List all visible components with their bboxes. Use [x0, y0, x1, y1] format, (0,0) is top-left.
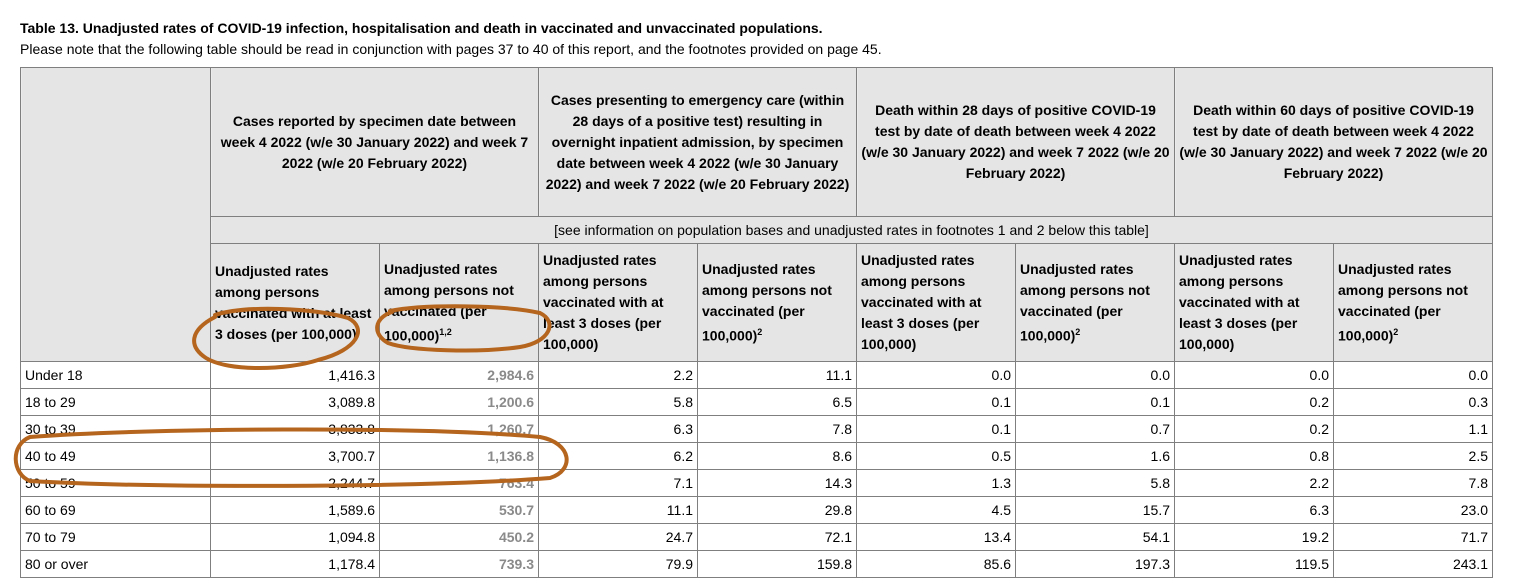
rates-table: Cases reported by specimen date between …: [20, 67, 1493, 578]
value-cell: 2.2: [1174, 469, 1334, 497]
value-cell: 6.5: [697, 388, 857, 416]
age-group-cell: 80 or over: [20, 550, 211, 578]
value-cell: 530.7: [379, 496, 539, 524]
value-cell: 4.5: [856, 496, 1016, 524]
value-cell: 3,089.8: [210, 388, 380, 416]
value-cell: 24.7: [538, 523, 698, 551]
value-cell: 11.1: [697, 361, 857, 389]
value-cell: 1,589.6: [210, 496, 380, 524]
value-cell: 763.4: [379, 469, 539, 497]
table-row: 60 to 69 1,589.6 530.7 11.1 29.8 4.5 15.7 6.3 23…: [20, 496, 1493, 524]
value-cell: 14.3: [697, 469, 857, 497]
age-group-cell: 70 to 79: [20, 523, 211, 551]
value-cell: 0.0: [856, 361, 1016, 389]
value-cell: 739.3: [379, 550, 539, 578]
table-row: 80 or over 1,178.4 739.3 79.9 159.8 85.6 197.3…: [20, 550, 1493, 578]
value-cell: 19.2: [1174, 523, 1334, 551]
value-cell: 85.6: [856, 550, 1016, 578]
value-cell: 0.2: [1174, 415, 1334, 443]
value-cell: 1.6: [1015, 442, 1175, 470]
value-cell: 2.2: [538, 361, 698, 389]
table-row: 70 to 79 1,094.8 450.2 24.7 72.1 13.4 54.1 19.2…: [20, 523, 1493, 551]
table-row: Under 18 1,416.3 2,984.6 2.2 11.1 0.0 0.0 0.0 0.…: [20, 361, 1493, 389]
table-row: 30 to 39 3,833.8 1,260.7 6.3 7.8 0.1 0.7 0.2 1.1: [20, 415, 1493, 443]
age-group-cell: 60 to 69: [20, 496, 211, 524]
value-cell: 243.1: [1333, 550, 1493, 578]
value-cell: 6.2: [538, 442, 698, 470]
subheader-vaccinated: Unadjusted rates among persons vaccinate…: [538, 243, 698, 362]
subheader-unvaccinated: Unadjusted rates among persons not vacci…: [1015, 243, 1175, 362]
value-cell: 0.5: [856, 442, 1016, 470]
age-group-cell: 40 to 49: [20, 442, 211, 470]
value-cell: 71.7: [1333, 523, 1493, 551]
corner-cell: [20, 67, 211, 362]
subheader-unvaccinated: Unadjusted rates among persons not vacci…: [1333, 243, 1493, 362]
value-cell: 0.0: [1333, 361, 1493, 389]
value-cell: 6.3: [538, 415, 698, 443]
group-header-death-28: Death within 28 days of positive COVID-1…: [856, 67, 1175, 217]
value-cell: 2,984.6: [379, 361, 539, 389]
value-cell: 1,416.3: [210, 361, 380, 389]
group-header-death-60: Death within 60 days of positive COVID-1…: [1174, 67, 1493, 217]
value-cell: 1,178.4: [210, 550, 380, 578]
group-header-hospital: Cases presenting to emergency care (with…: [538, 67, 857, 217]
value-cell: 5.8: [1015, 469, 1175, 497]
value-cell: 7.1: [538, 469, 698, 497]
table-note: Please note that the following table sho…: [20, 41, 882, 57]
age-group-cell: 30 to 39: [20, 415, 211, 443]
age-group-cell: Under 18: [20, 361, 211, 389]
value-cell: 119.5: [1174, 550, 1334, 578]
value-cell: 7.8: [1333, 469, 1493, 497]
value-cell: 0.0: [1015, 361, 1175, 389]
group-header-cases: Cases reported by specimen date between …: [210, 67, 539, 217]
value-cell: 197.3: [1015, 550, 1175, 578]
value-cell: 8.6: [697, 442, 857, 470]
value-cell: 1,094.8: [210, 523, 380, 551]
value-cell: 11.1: [538, 496, 698, 524]
value-cell: 0.0: [1174, 361, 1334, 389]
value-cell: 1.3: [856, 469, 1016, 497]
value-cell: 7.8: [697, 415, 857, 443]
value-cell: 1,260.7: [379, 415, 539, 443]
subheader-unvaccinated: Unadjusted rates among persons not vacci…: [697, 243, 857, 362]
population-note: [see information on population bases and…: [210, 216, 1493, 244]
value-cell: 72.1: [697, 523, 857, 551]
value-cell: 3,700.7: [210, 442, 380, 470]
value-cell: 0.3: [1333, 388, 1493, 416]
value-cell: 54.1: [1015, 523, 1175, 551]
value-cell: 0.8: [1174, 442, 1334, 470]
subheader-unvaccinated: Unadjusted rates among persons not vacci…: [379, 243, 539, 362]
subheader-vaccinated: Unadjusted rates among persons vaccinate…: [1174, 243, 1334, 362]
value-cell: 1,200.6: [379, 388, 539, 416]
table-row: 40 to 49 3,700.7 1,136.8 6.2 8.6 0.5 1.6 0.8 2.5: [20, 442, 1493, 470]
table-title: Table 13. Unadjusted rates of COVID-19 i…: [20, 20, 823, 36]
subheader-vaccinated: Unadjusted rates among persons vaccinate…: [856, 243, 1016, 362]
value-cell: 3,833.8: [210, 415, 380, 443]
age-group-cell: 50 to 59: [20, 469, 211, 497]
value-cell: 159.8: [697, 550, 857, 578]
value-cell: 2.5: [1333, 442, 1493, 470]
value-cell: 6.3: [1174, 496, 1334, 524]
value-cell: 2,244.7: [210, 469, 380, 497]
table-row: 18 to 29 3,089.8 1,200.6 5.8 6.5 0.1 0.1 0.2 0.3: [20, 388, 1493, 416]
value-cell: 0.7: [1015, 415, 1175, 443]
value-cell: 1.1: [1333, 415, 1493, 443]
value-cell: 450.2: [379, 523, 539, 551]
value-cell: 15.7: [1015, 496, 1175, 524]
age-group-cell: 18 to 29: [20, 388, 211, 416]
subheader-vaccinated: Unadjusted rates among persons vaccinate…: [210, 243, 380, 362]
value-cell: 13.4: [856, 523, 1016, 551]
value-cell: 23.0: [1333, 496, 1493, 524]
value-cell: 1,136.8: [379, 442, 539, 470]
value-cell: 0.2: [1174, 388, 1334, 416]
value-cell: 5.8: [538, 388, 698, 416]
value-cell: 29.8: [697, 496, 857, 524]
value-cell: 0.1: [856, 415, 1016, 443]
table-row: 50 to 59 2,244.7 763.4 7.1 14.3 1.3 5.8 2.2 7.8: [20, 469, 1493, 497]
value-cell: 0.1: [856, 388, 1016, 416]
value-cell: 0.1: [1015, 388, 1175, 416]
value-cell: 79.9: [538, 550, 698, 578]
